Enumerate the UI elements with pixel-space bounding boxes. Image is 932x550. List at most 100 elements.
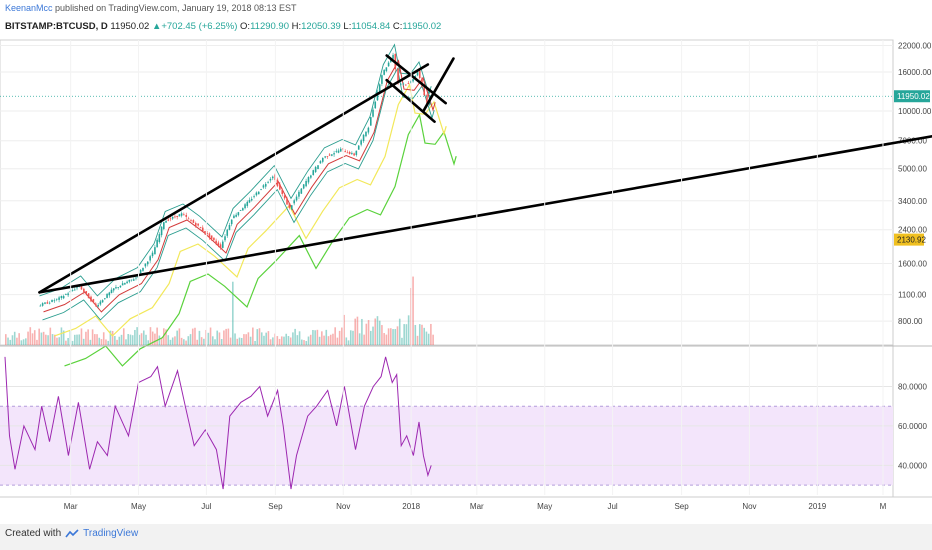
candle-body (307, 177, 310, 183)
volume-bar (396, 326, 399, 345)
candle-body (418, 70, 421, 78)
footer-bar (0, 524, 932, 550)
candle-body (192, 220, 195, 223)
candle-body (402, 83, 405, 85)
volume-bar (323, 335, 325, 345)
candle-body (106, 294, 108, 298)
trendline-3[interactable] (385, 54, 447, 105)
volume-bar (376, 316, 379, 345)
candle-body (412, 79, 414, 82)
candle-body (426, 94, 428, 105)
volume-bar (278, 338, 281, 345)
volume-bar (167, 335, 170, 345)
volume-bar (200, 337, 203, 345)
candle-body (378, 84, 381, 94)
volume-bar (38, 328, 40, 345)
candle-body (288, 203, 291, 208)
candle-body (208, 233, 211, 238)
candle-body (83, 288, 85, 292)
time-tick-label: Nov (336, 502, 350, 511)
candle-body (71, 290, 74, 291)
candle-body (244, 204, 246, 209)
last-price-label-bg (894, 90, 930, 103)
trendline-1[interactable] (38, 63, 430, 294)
symbol-price: 11950.02 (110, 21, 150, 32)
candle-body (253, 196, 255, 198)
symbol-change: +702.45 (+6.25%) (161, 21, 238, 32)
volume-bar (307, 336, 310, 345)
price-tick-label: 5000.00 (898, 165, 927, 174)
candle-body (215, 240, 217, 244)
volume-bar (187, 336, 190, 345)
price-pane-frame (0, 39, 894, 346)
volume-bar (60, 327, 63, 345)
volume-bar (9, 339, 12, 345)
candle-body (124, 283, 126, 285)
volume-bar (314, 330, 316, 345)
candle-body (115, 287, 117, 289)
volume-bar (65, 340, 67, 345)
candle-body (300, 188, 303, 194)
candle-body (156, 239, 158, 248)
volume-bar (343, 314, 345, 345)
volume-bar (321, 331, 323, 345)
candle-body (80, 285, 83, 290)
candle-body (250, 198, 253, 201)
volume-bar (312, 329, 314, 345)
candle-body (392, 54, 394, 59)
time-tick-label: Mar (64, 502, 78, 511)
candle-body (167, 219, 170, 221)
candle-body (351, 152, 353, 154)
volume-bar (227, 328, 230, 345)
tradingview-brand-link[interactable]: TradingView (83, 528, 139, 539)
rsi-pane[interactable]: 80.0000 60.0000 40.0000 (0, 345, 932, 490)
candle-body (276, 179, 279, 187)
volume-bar (53, 334, 56, 345)
candle-body (295, 196, 298, 201)
volume-bar (361, 318, 363, 345)
time-axis[interactable]: Mar May Jul Sep Nov 2018 Mar May Jul Sep Nov 2019 M (0, 40, 932, 511)
volume-bar (240, 337, 243, 345)
candle-body (339, 148, 342, 152)
volume-bar (381, 325, 383, 345)
author-name[interactable]: KeenanMcc (5, 3, 53, 13)
trendline-5[interactable] (422, 57, 455, 113)
candle-body (135, 277, 137, 279)
candle-body (85, 291, 88, 294)
candle-body (171, 216, 174, 219)
last-price-label: 11950.02 (897, 92, 930, 101)
candle-body (185, 214, 188, 217)
volume-bar (383, 333, 385, 345)
candle-body (337, 150, 340, 153)
volume-bar (236, 338, 239, 345)
trendline-4[interactable] (385, 78, 436, 123)
volume-bar (243, 334, 245, 345)
candle-body (154, 247, 156, 255)
high-value: 12050.39 (301, 21, 341, 32)
candle-body (355, 150, 358, 155)
volume-bar (238, 337, 241, 345)
volume-bar (407, 315, 410, 345)
candle-body (187, 218, 190, 220)
candle-body (237, 212, 240, 216)
volume-bar (303, 340, 305, 345)
open-value: 11290.90 (250, 21, 289, 32)
volume-bar (289, 337, 292, 345)
candle-body (210, 235, 213, 239)
volume-bar (394, 329, 397, 345)
volume-bar (363, 334, 365, 345)
candle-body (228, 225, 231, 230)
candle-body (317, 165, 319, 170)
volume-bar (280, 336, 283, 345)
candle-body (110, 289, 113, 294)
volume-bar (430, 323, 432, 345)
candle-body (423, 87, 426, 96)
price-pane[interactable]: 22000.00 16000.00 10000.00 7000.00 5000.00 34… (0, 39, 932, 497)
publish-info: KeenanMcc published on TradingView.com, … (5, 3, 297, 13)
volume-bar (11, 335, 14, 345)
candle-body (194, 223, 197, 226)
volume-bar (352, 330, 354, 345)
volume-bar (234, 333, 236, 345)
trendline-2[interactable] (38, 134, 932, 294)
